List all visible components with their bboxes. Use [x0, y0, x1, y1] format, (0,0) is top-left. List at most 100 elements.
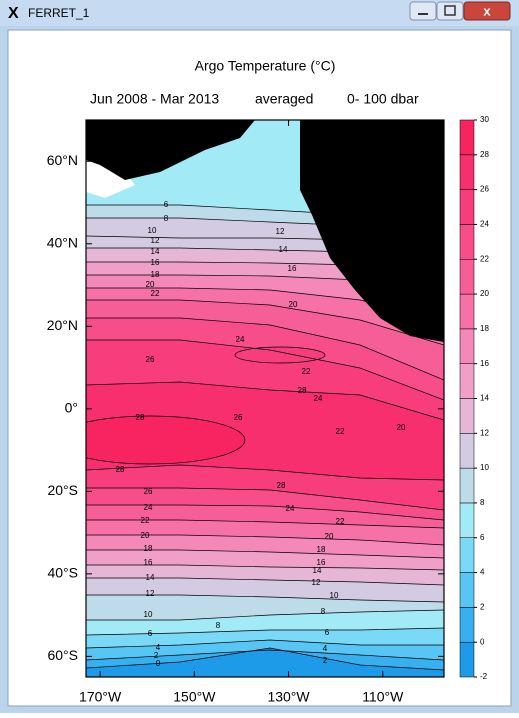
contour-label: 18: [151, 270, 160, 279]
maximize-icon: [444, 5, 456, 16]
contour-label: 20: [325, 532, 334, 541]
contour-label: 2: [323, 656, 328, 665]
colorbar-label: 18: [480, 324, 489, 333]
colorbar-label: 8: [480, 498, 485, 507]
contour-label: 12: [312, 578, 321, 587]
contour-label: 22: [336, 427, 345, 436]
land-north-america: [300, 120, 444, 342]
close-button[interactable]: [463, 1, 511, 21]
contour-line: [86, 487, 444, 511]
contour-label: 12: [146, 589, 155, 598]
contour-label: 16: [151, 258, 160, 267]
contour-label: 22: [151, 289, 160, 298]
x-tick-label: 170°W: [79, 689, 122, 705]
colorbar-swatch: [459, 467, 475, 504]
colorbar-swatch: [459, 154, 475, 190]
contour-label: 2: [154, 651, 159, 660]
colorbar-label: -2: [480, 672, 488, 681]
averaged-label: averaged: [255, 91, 313, 107]
colorbar-label: 26: [480, 185, 489, 194]
contour-label: 18: [144, 544, 153, 553]
contour-label: 24: [286, 504, 295, 513]
colorbar-swatch: [459, 398, 475, 434]
contour-label: 18: [317, 545, 326, 554]
contour-line: [86, 339, 444, 401]
y-tick-label: 40°N: [47, 234, 78, 250]
contour-label: 26: [144, 487, 153, 496]
contour-label: 6: [164, 200, 169, 209]
land-alaska: [86, 120, 255, 180]
colorbar-label: 12: [480, 428, 489, 437]
contour-label: 8: [216, 621, 221, 630]
contour-label: 16: [288, 264, 297, 273]
colorbar-label: 20: [480, 289, 489, 298]
contour-label: 0: [156, 659, 161, 668]
x-tick-label: 130°W: [267, 689, 310, 705]
colorbar-swatch: [459, 641, 475, 678]
time-range: Jun 2008 - Mar 2013: [90, 91, 219, 107]
colorbar-swatch: [459, 293, 475, 330]
contour-label: 24: [236, 335, 245, 344]
colorbar-label: 14: [480, 394, 489, 403]
contour-line: [86, 647, 444, 671]
contour-line: [86, 504, 444, 521]
colorbar-swatch: [459, 502, 475, 538]
contour-label: 8: [164, 214, 169, 223]
contour-label: 14: [151, 247, 160, 256]
minimize-icon: [418, 13, 428, 15]
colorbar-swatch: [459, 119, 475, 156]
contour-label: 10: [330, 591, 339, 600]
colorbar-swatch: [459, 433, 475, 469]
contour-line: [86, 577, 444, 586]
close-icon: x: [483, 3, 491, 18]
contour-label: 6: [148, 629, 153, 638]
colorbar-label: 30: [480, 115, 489, 124]
x-tick-label: 110°W: [362, 689, 404, 705]
contour-line: [86, 549, 444, 559]
colorbar-swatch: [459, 363, 475, 399]
minimize-button[interactable]: [409, 1, 437, 21]
colorbar-swatch: [459, 572, 475, 608]
contour-label: 22: [141, 516, 150, 525]
contour-line: [86, 639, 444, 649]
contour-label: 20: [141, 531, 150, 540]
contour-label: 20: [146, 280, 155, 289]
contour-line: [86, 609, 444, 621]
y-tick-label: 40°S: [47, 565, 78, 581]
colorbar-swatch: [459, 224, 475, 260]
y-tick-label: 60°S: [47, 647, 78, 663]
contour-label: 26: [234, 413, 243, 422]
contour-label: 16: [144, 558, 153, 567]
contour-line: [86, 627, 444, 636]
y-tick-label: 20°N: [47, 317, 78, 333]
contour-label: 8: [321, 607, 326, 616]
contour-line: [86, 649, 444, 661]
y-tick-label: 0°: [65, 400, 78, 416]
contour-label: 24: [144, 503, 153, 512]
contour-line: [86, 381, 444, 421]
map: 6810121416182022262828262422201816141210…: [86, 120, 444, 677]
contour-label: 6: [325, 628, 330, 637]
maximize-button[interactable]: [436, 1, 464, 21]
colorbar-label: 10: [480, 463, 489, 472]
contour-label: 10: [144, 610, 153, 619]
colorbar-swatch: [459, 607, 475, 643]
contour-label: 16: [317, 558, 326, 567]
temperature-band: [86, 648, 444, 677]
contour-label: 20: [397, 423, 406, 432]
app-icon: X: [8, 5, 19, 22]
depth-range: 0- 100 dbar: [347, 91, 419, 107]
contour-line: [86, 317, 444, 381]
contour-label: 24: [314, 394, 323, 403]
contour-label: 28: [116, 465, 125, 474]
colorbar-label: 16: [480, 359, 489, 368]
warm-pool: [86, 415, 246, 465]
x-tick-label: 150°W: [173, 689, 216, 705]
contour-line: [86, 594, 444, 603]
y-tick-label: 20°S: [47, 482, 78, 498]
colorbar-label: 28: [480, 150, 489, 159]
window-title: FERRET_1: [28, 6, 90, 20]
colorbar-label: 0: [480, 637, 485, 646]
contour-label: 10: [148, 226, 157, 235]
